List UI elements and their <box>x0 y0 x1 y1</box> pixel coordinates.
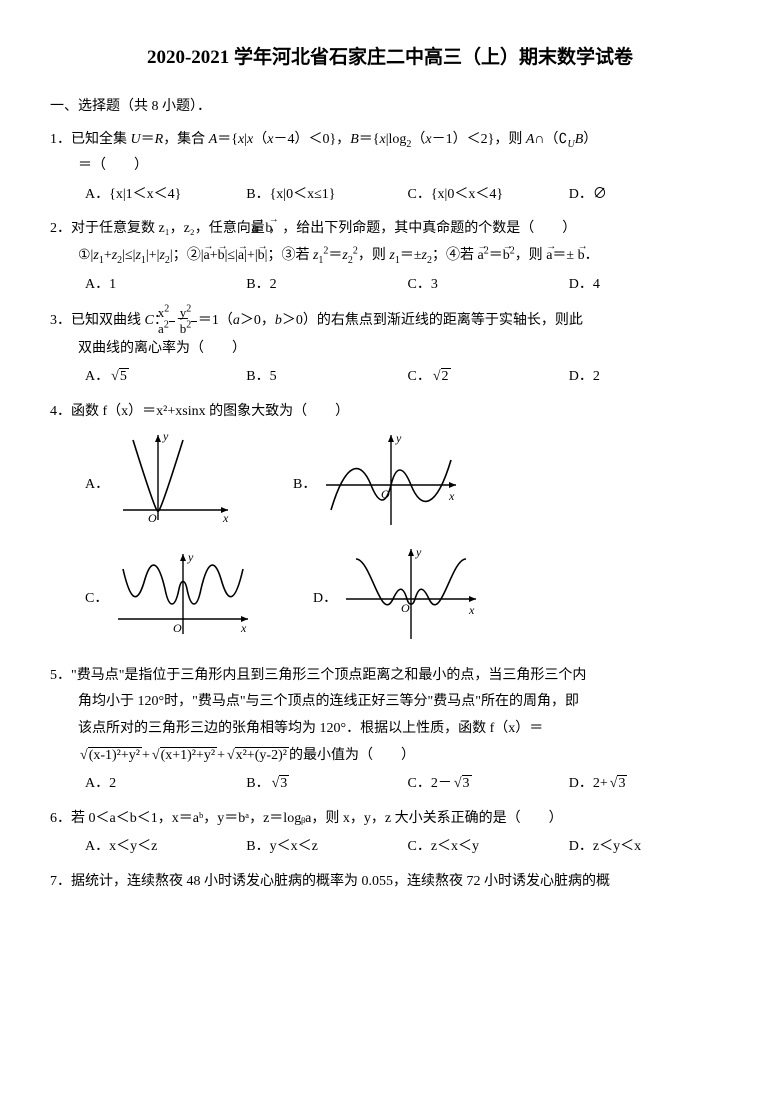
page-title: 2020-2021 学年河北省石家庄二中高三（上）期末数学试卷 <box>50 40 730 76</box>
q3-opt-c: C．2 <box>408 364 569 391</box>
q6-opt-c: C．z＜x＜y <box>408 834 569 861</box>
q3-t4: ＞0， <box>240 313 275 328</box>
q4-graph-a: y x O <box>113 430 233 541</box>
q4-opt-b-label: B． <box>293 472 321 499</box>
svg-text:y: y <box>395 431 402 445</box>
q1-t10: ∩（∁ <box>534 132 567 147</box>
q4-opt-a-label: A． <box>85 472 113 499</box>
svg-text:x: x <box>448 489 455 503</box>
q1-text: 1．已知全集 <box>50 132 131 147</box>
q5-opt-a: A．2 <box>85 771 246 798</box>
q1-opt-b: B．{x|0＜x≤1} <box>246 182 407 209</box>
svg-text:O: O <box>148 511 157 525</box>
q4-opt-d-label: D． <box>313 586 341 613</box>
q6-opt-d: D．z＜y＜x <box>569 834 730 861</box>
question-2: 2．对于任意复数 z₁，z₂，任意向量 a，b，给出下列命题，其中真命题的个数是… <box>50 216 730 298</box>
svg-text:y: y <box>162 430 169 443</box>
q2-opt-c: C．3 <box>408 272 569 299</box>
svg-text:O: O <box>173 621 182 635</box>
svg-text:x: x <box>468 603 475 617</box>
q2-opt-b: B．2 <box>246 272 407 299</box>
q4-stem: 4．函数 f（x）＝x²+xsinx 的图象大致为（ ） <box>50 399 730 426</box>
question-4: 4．函数 f（x）＝x²+xsinx 的图象大致为（ ） A． y x O B．… <box>50 399 730 655</box>
q3-line2: 双曲线的离心率为（ ） <box>50 336 730 363</box>
section-header: 一、选择题（共 8 小题）． <box>50 94 730 121</box>
q1-t4: （ <box>253 132 267 147</box>
q1-eq: ＝ <box>141 132 155 147</box>
q3-opt-b: B．5 <box>246 364 407 391</box>
q1-t7: |log <box>386 132 407 147</box>
q3-t3: ＝1（ <box>198 313 233 328</box>
question-5: 5．"费马点"是指位于三角形内且到三角形三个顶点距离之和最小的点，当三角形三个内… <box>50 663 730 798</box>
q2-items: ①|z1+z2|≤|z1|+|z2|；②|a+b|≤|a|+|b|；③若 z12… <box>50 243 730 270</box>
q2-opt-d: D．4 <box>569 272 730 299</box>
svg-text:O: O <box>401 601 410 615</box>
q1-t5: －4）＜0}， <box>273 132 350 147</box>
question-7: 7．据统计，连续熬夜 48 小时诱发心脏病的概率为 0.055，连续熬夜 72 … <box>50 869 730 896</box>
q1-t3: ＝{ <box>217 132 238 147</box>
q5-l3: 该点所对的三角形三边的张角相等均为 120°．根据以上性质，函数 f（x）＝ <box>50 716 730 743</box>
q1-t8: （ <box>411 132 425 147</box>
svg-text:y: y <box>187 550 194 564</box>
q5-l4: (x-1)²+y²+(x+1)²+y²+x²+(y-2)²的最小值为（ ） <box>50 743 730 770</box>
q4-graph-c: y x O <box>113 549 253 650</box>
q1-t6: ＝{ <box>359 132 380 147</box>
q1-t2: ，集合 <box>163 132 209 147</box>
q6-opt-b: B．y＜x＜z <box>246 834 407 861</box>
q1-t9: －1）＜2}，则 <box>432 132 526 147</box>
q4-graph-b: y x O <box>321 430 461 541</box>
q2-t2: ，给出下列命题，其中真命题的个数是（ ） <box>282 221 576 236</box>
q2-text: 2．对于任意复数 z₁，z₂，任意向量 <box>50 221 268 236</box>
q5-opt-d: D．2+3 <box>569 771 730 798</box>
q3-opt-d: D．2 <box>569 364 730 391</box>
q2-opt-a: A．1 <box>85 272 246 299</box>
q5-l1: 5．"费马点"是指位于三角形内且到三角形三个顶点距离之和最小的点，当三角形三个内 <box>50 663 730 690</box>
question-1: 1．已知全集 U＝R，集合 A＝{x|x（x－4）＜0}，B＝{x|log2（x… <box>50 127 730 209</box>
q6-opt-a: A．x＜y＜z <box>85 834 246 861</box>
q3-t1: 3．已知双曲线 <box>50 313 145 328</box>
svg-text:O: O <box>381 487 390 501</box>
svg-text:x: x <box>240 621 247 635</box>
q4-graph-d: y x O <box>341 544 481 655</box>
q7-stem: 7．据统计，连续熬夜 48 小时诱发心脏病的概率为 0.055，连续熬夜 72 … <box>50 869 730 896</box>
svg-text:x: x <box>222 511 229 525</box>
q3-t5: ＞0）的右焦点到渐近线的距离等于实轴长，则此 <box>282 313 583 328</box>
q1-opt-c: C．{x|0＜x＜4} <box>408 182 569 209</box>
q5-opt-b: B．3 <box>246 771 407 798</box>
q1-line2: ＝（ ） <box>50 153 730 180</box>
svg-text:y: y <box>415 545 422 559</box>
q5-opt-c: C．2－3 <box>408 771 569 798</box>
q1-t11: ） <box>583 132 597 147</box>
q4-opt-c-label: C． <box>85 586 113 613</box>
q3-opt-a: A．5 <box>85 364 246 391</box>
question-3: 3．已知双曲线 C：x2a2－y2b2＝1（a＞0，b＞0）的右焦点到渐近线的距… <box>50 306 730 391</box>
q1-opt-d: D．∅ <box>569 182 730 209</box>
q5-l2: 角均小于 120°时，"费马点"与三个顶点的连线正好三等分"费马点"所在的周角，… <box>50 689 730 716</box>
q1-opt-a: A．{x|1＜x＜4} <box>85 182 246 209</box>
q6-stem: 6．若 0＜a＜b＜1，x＝aᵇ，y＝bᵃ，z＝logᵦa，则 x，y，z 大小… <box>50 806 730 833</box>
question-6: 6．若 0＜a＜b＜1，x＝aᵇ，y＝bᵃ，z＝logᵦa，则 x，y，z 大小… <box>50 806 730 861</box>
